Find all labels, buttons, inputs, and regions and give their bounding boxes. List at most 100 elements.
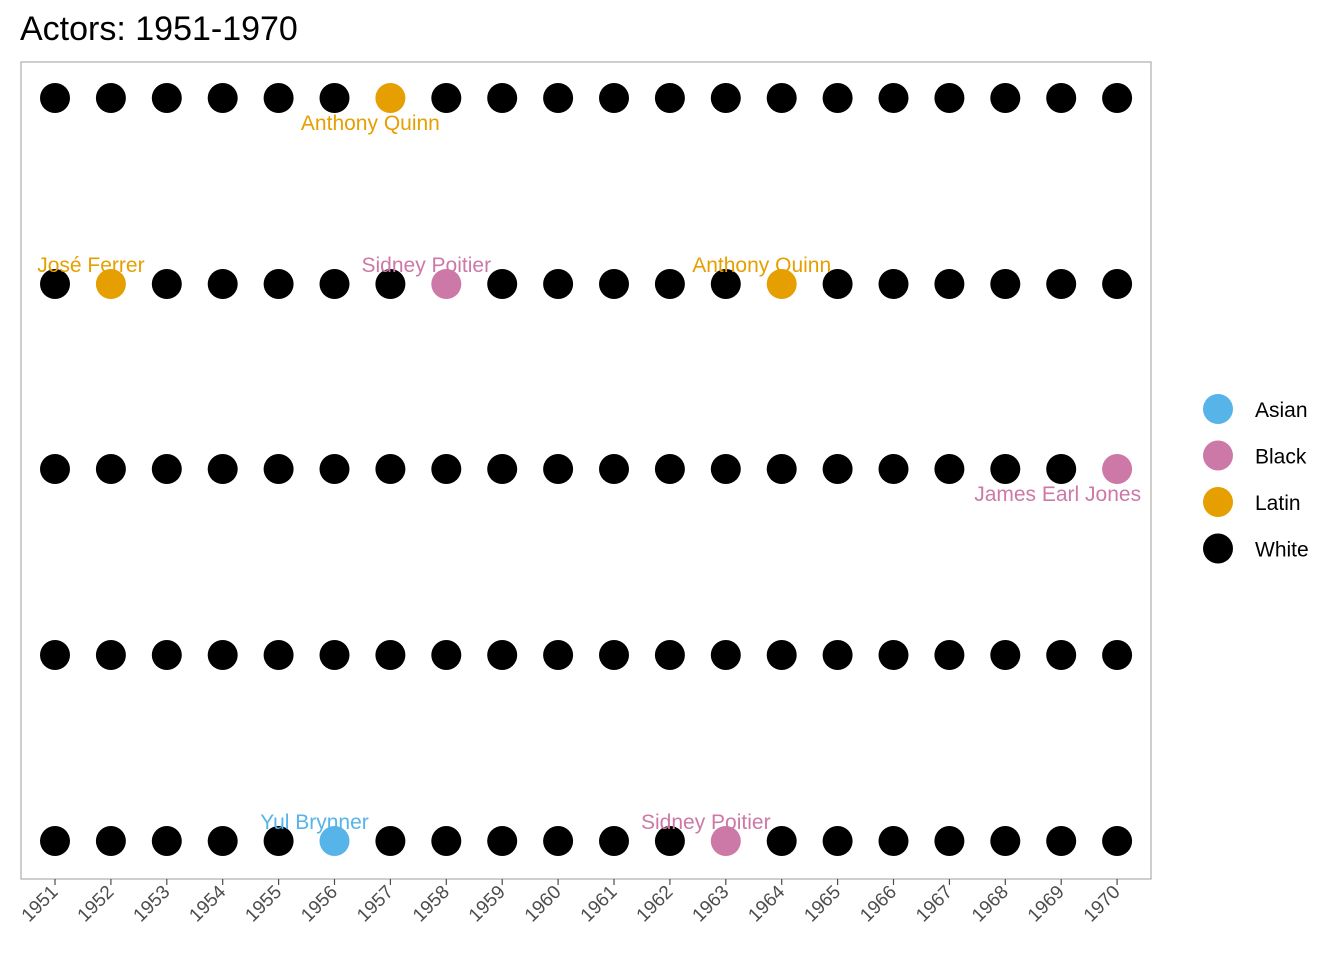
legend-label: Black: [1255, 446, 1307, 469]
data-point: [431, 83, 462, 113]
data-point: [1102, 454, 1133, 484]
data-point: [654, 826, 685, 856]
data-point: [934, 83, 965, 113]
x-tick-label: 1952: [74, 882, 119, 927]
data-point: [1102, 269, 1133, 299]
x-tick-label: 1961: [577, 882, 622, 927]
legend-label: White: [1255, 539, 1309, 562]
x-tick-label: 1959: [465, 882, 510, 927]
data-point: [654, 83, 685, 113]
data-point: [822, 83, 853, 113]
x-tick-label: 1970: [1080, 882, 1125, 927]
data-point: [766, 454, 797, 484]
data-point: [766, 640, 797, 670]
data-point: [431, 640, 462, 670]
data-point: [95, 826, 126, 856]
data-point: [40, 826, 70, 856]
x-tick-label: 1965: [800, 882, 845, 927]
chart-title: Actors: 1951-1970: [20, 10, 298, 48]
point-label: James Earl Jones: [974, 483, 1141, 506]
point-label: Sidney Poitier: [641, 811, 771, 834]
data-point: [654, 454, 685, 484]
x-tick-label: 1954: [185, 881, 230, 926]
data-point: [1046, 826, 1077, 856]
data-point: [487, 83, 518, 113]
data-point: [766, 83, 797, 113]
data-point: [375, 454, 406, 484]
data-point: [319, 640, 350, 670]
legend: Asian Black Latin White: [1203, 394, 1309, 564]
data-point: [40, 269, 70, 299]
data-point: [1102, 83, 1133, 113]
point-label: Yul Brynner: [260, 811, 369, 834]
data-point: [40, 83, 70, 113]
data-point: [151, 454, 182, 484]
data-point: [654, 640, 685, 670]
data-point: [990, 640, 1021, 670]
data-point: [543, 454, 574, 484]
point-label: Sidney Poitier: [362, 254, 492, 277]
x-tick-label: 1951: [18, 882, 63, 927]
x-tick-label: 1967: [912, 882, 957, 927]
data-point: [654, 269, 685, 299]
data-point: [151, 269, 182, 299]
data-point: [934, 640, 965, 670]
data-point: [766, 826, 797, 856]
data-point: [375, 269, 406, 299]
data-point: [1046, 454, 1077, 484]
data-point: [599, 454, 629, 484]
data-point: [822, 269, 853, 299]
data-point: [934, 826, 965, 856]
x-tick-label: 1960: [521, 882, 566, 927]
data-point: [95, 640, 126, 670]
data-point: [207, 269, 238, 299]
data-point: [990, 826, 1021, 856]
data-point: [151, 83, 182, 113]
data-point: [599, 83, 629, 113]
x-tick-label: 1958: [409, 882, 454, 927]
x-tick-label: 1957: [353, 882, 398, 927]
data-points: [40, 83, 1133, 856]
data-point: [822, 826, 853, 856]
data-point: [543, 83, 574, 113]
data-point: [543, 640, 574, 670]
data-point: [95, 269, 126, 299]
data-point: [431, 454, 462, 484]
data-point: [599, 826, 629, 856]
data-point: [263, 826, 294, 856]
data-point: [95, 454, 126, 484]
data-point: [878, 454, 909, 484]
point-label: José Ferrer: [37, 254, 144, 277]
data-point: [487, 269, 518, 299]
x-tick-label: 1962: [633, 882, 678, 927]
data-point: [375, 640, 406, 670]
data-point: [599, 269, 629, 299]
data-point: [543, 269, 574, 299]
data-point: [599, 640, 629, 670]
x-tick-label: 1963: [689, 882, 734, 927]
plot-panel: [20, 61, 1152, 880]
data-point: [878, 269, 909, 299]
data-point: [375, 826, 406, 856]
legend-label: Latin: [1255, 492, 1301, 515]
data-point: [710, 454, 741, 484]
data-point: [487, 454, 518, 484]
data-point: [431, 269, 462, 299]
x-tick-label: 1966: [856, 882, 901, 927]
data-point: [1046, 83, 1077, 113]
data-point: [487, 826, 518, 856]
data-point: [710, 826, 741, 856]
data-point: [934, 454, 965, 484]
data-point: [207, 454, 238, 484]
data-point: [95, 83, 126, 113]
data-point: [375, 83, 406, 113]
data-point: [151, 826, 182, 856]
data-labels: Anthony Quinn José Ferrer Sidney Poitier An…: [37, 112, 1141, 834]
data-point: [710, 640, 741, 670]
data-point: [543, 826, 574, 856]
data-point: [990, 83, 1021, 113]
data-point: [207, 640, 238, 670]
x-tick-label: 1964: [744, 881, 789, 926]
legend-key: [1203, 487, 1233, 517]
